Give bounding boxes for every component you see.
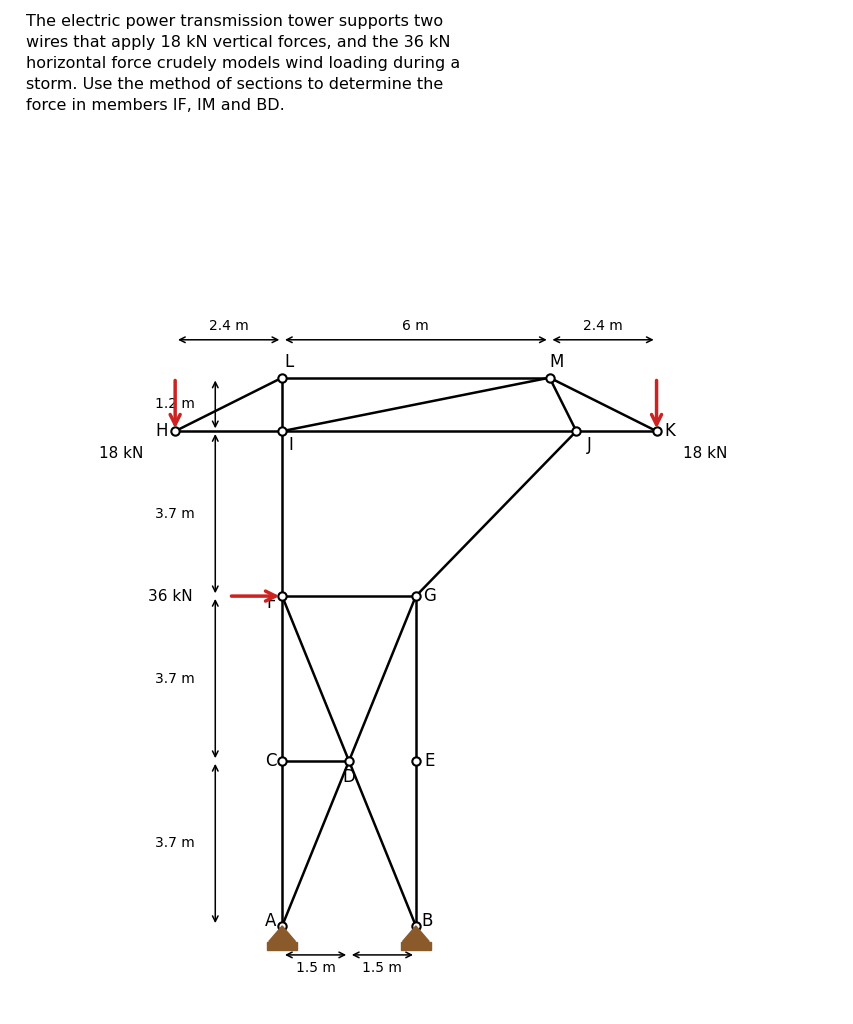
Polygon shape bbox=[401, 941, 430, 949]
Text: 2.4 m: 2.4 m bbox=[208, 319, 248, 334]
Text: 3.7 m: 3.7 m bbox=[155, 672, 194, 685]
Text: D: D bbox=[342, 768, 355, 785]
Text: 2.4 m: 2.4 m bbox=[583, 319, 622, 334]
Polygon shape bbox=[269, 926, 295, 941]
Text: J: J bbox=[587, 435, 591, 454]
Text: M: M bbox=[548, 353, 563, 371]
Text: 3.7 m: 3.7 m bbox=[155, 837, 194, 851]
Text: 36 kN: 36 kN bbox=[148, 589, 193, 603]
Text: F: F bbox=[266, 594, 276, 611]
Text: H: H bbox=[155, 422, 168, 440]
Text: E: E bbox=[424, 752, 434, 770]
Text: A: A bbox=[265, 912, 276, 931]
Text: 18 kN: 18 kN bbox=[682, 445, 727, 461]
Text: C: C bbox=[265, 752, 276, 770]
Text: K: K bbox=[664, 422, 675, 440]
Text: 6 m: 6 m bbox=[402, 319, 429, 334]
Text: 1.5 m: 1.5 m bbox=[362, 962, 402, 975]
Polygon shape bbox=[402, 926, 429, 941]
Text: B: B bbox=[421, 912, 432, 931]
Text: 18 kN: 18 kN bbox=[99, 445, 143, 461]
Text: The electric power transmission tower supports two
wires that apply 18 kN vertic: The electric power transmission tower su… bbox=[26, 14, 459, 114]
Text: 3.7 m: 3.7 m bbox=[155, 507, 194, 520]
Text: 1.2 m: 1.2 m bbox=[155, 397, 194, 412]
Text: 1.5 m: 1.5 m bbox=[295, 962, 335, 975]
Text: G: G bbox=[422, 587, 435, 605]
Text: I: I bbox=[288, 435, 293, 454]
Polygon shape bbox=[267, 941, 297, 949]
Text: L: L bbox=[284, 353, 293, 371]
